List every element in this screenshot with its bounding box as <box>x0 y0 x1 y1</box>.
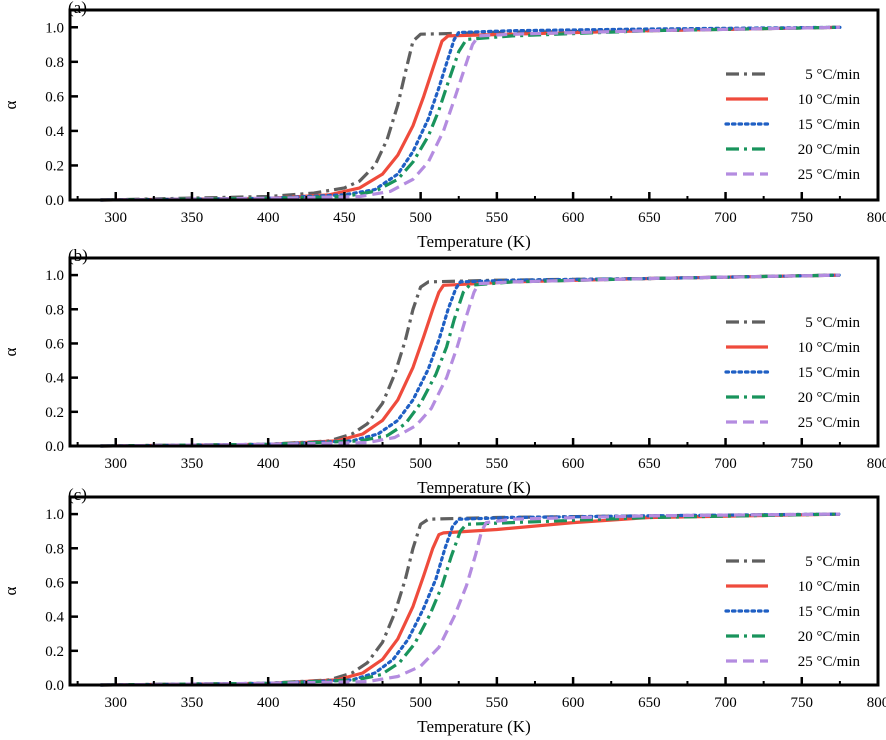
plot-frame <box>68 495 880 687</box>
x-tick-label: 650 <box>638 456 661 472</box>
x-tick-label: 350 <box>181 695 204 711</box>
legend-label: 5 °C/min <box>805 554 860 570</box>
x-tick-label: 400 <box>257 456 280 472</box>
y-axis-label: α <box>1 100 20 109</box>
y-tick-label: 0.4 <box>45 371 64 387</box>
y-tick-label: 0.2 <box>45 405 64 421</box>
legend: 5 °C/min 10 °C/min 15 °C/min 20 °C/min 25 °C… <box>724 315 861 431</box>
y-tick-label: 0.0 <box>45 439 64 455</box>
x-tick-label: 600 <box>562 456 585 472</box>
x-tick-label: 550 <box>486 210 509 226</box>
legend-label: 20 °C/min <box>798 629 861 645</box>
y-tick-label: 0.6 <box>45 336 64 352</box>
x-tick-label: 700 <box>714 456 737 472</box>
y-tick-label: 0.8 <box>45 541 64 557</box>
y-axis-label: α <box>1 347 20 356</box>
series-line <box>100 25 840 202</box>
y-tick-label: 0.2 <box>45 644 64 660</box>
x-tick-label: 450 <box>333 695 356 711</box>
x-tick-label: 450 <box>333 456 356 472</box>
x-tick-label: 400 <box>257 210 280 226</box>
series-line <box>98 273 842 448</box>
legend-label: 10 °C/min <box>798 340 861 356</box>
x-axis-label: Temperature (K) <box>417 232 531 251</box>
series-line <box>100 273 840 448</box>
y-tick-label: 0.8 <box>45 302 64 318</box>
series-line <box>100 512 840 687</box>
x-tick-label: 300 <box>104 456 127 472</box>
x-tick-label: 600 <box>562 210 585 226</box>
y-tick-label: 0.4 <box>45 610 64 626</box>
legend-label: 25 °C/min <box>798 167 861 183</box>
legend-label: 5 °C/min <box>805 315 860 331</box>
legend-label: 5 °C/min <box>805 67 860 83</box>
series-line <box>98 25 842 202</box>
legend-label: 10 °C/min <box>798 579 861 595</box>
legend-label: 15 °C/min <box>798 604 861 620</box>
x-tick-label: 300 <box>104 210 127 226</box>
legend-label: 15 °C/min <box>798 117 861 133</box>
legend-label: 25 °C/min <box>798 415 861 431</box>
series-line <box>100 273 840 448</box>
x-tick-label: 700 <box>714 695 737 711</box>
x-tick-label: 300 <box>104 695 127 711</box>
legend-label: 15 °C/min <box>798 365 861 381</box>
y-tick-label: 0.2 <box>45 158 64 174</box>
series-line <box>100 512 840 687</box>
y-tick-label: 0.8 <box>45 55 64 71</box>
chart-panel: (b) 300 350 400 450 500 550 600 650 700 750 800 0.0 0… <box>1 246 886 497</box>
y-tick-label: 0.6 <box>45 575 64 591</box>
legend: 5 °C/min 10 °C/min 15 °C/min 20 °C/min 25 °C… <box>724 67 861 183</box>
x-tick-label: 450 <box>333 210 356 226</box>
legend-label: 25 °C/min <box>798 654 861 670</box>
x-tick-label: 500 <box>409 456 432 472</box>
x-tick-label: 600 <box>562 695 585 711</box>
y-tick-label: 0.0 <box>45 193 64 209</box>
y-tick-label: 0.6 <box>45 89 64 105</box>
x-tick-label: 400 <box>257 695 280 711</box>
legend-label: 10 °C/min <box>798 92 861 108</box>
series-line <box>100 273 840 448</box>
x-tick-label: 650 <box>638 210 661 226</box>
series-line <box>100 25 840 202</box>
x-axis-label: Temperature (K) <box>417 478 531 497</box>
x-tick-label: 350 <box>181 210 204 226</box>
series-line <box>98 512 842 687</box>
panel-label: (c) <box>68 485 87 504</box>
x-tick-label: 750 <box>791 695 814 711</box>
x-tick-label: 650 <box>638 695 661 711</box>
chart-panel: (c) 300 350 400 450 500 550 600 650 700 750 800 0.0 0… <box>1 485 886 736</box>
legend-label: 20 °C/min <box>798 390 861 406</box>
x-tick-label: 500 <box>409 695 432 711</box>
y-tick-label: 1.0 <box>45 507 64 523</box>
series-line <box>100 273 840 448</box>
y-tick-label: 0.4 <box>45 124 64 140</box>
legend: 5 °C/min 10 °C/min 15 °C/min 20 °C/min 25 °C… <box>724 554 861 670</box>
x-tick-label: 550 <box>486 695 509 711</box>
plot-frame <box>68 256 880 448</box>
x-axis-label: Temperature (K) <box>417 717 531 736</box>
series-line <box>100 512 840 687</box>
x-tick-label: 550 <box>486 456 509 472</box>
chart-panel: (a)300 350 400 450 500 550 600 650 700 750 8000.00… <box>1 0 886 251</box>
y-tick-label: 0.0 <box>45 678 64 694</box>
series-line <box>100 512 840 687</box>
x-tick-label: 800 <box>867 210 886 226</box>
x-tick-label: 500 <box>409 210 432 226</box>
panel-label: (b) <box>68 246 88 265</box>
x-tick-label: 750 <box>791 210 814 226</box>
x-tick-label: 350 <box>181 456 204 472</box>
x-tick-label: 750 <box>791 456 814 472</box>
x-tick-label: 800 <box>867 695 886 711</box>
y-axis-label: α <box>1 586 20 595</box>
y-tick-label: 1.0 <box>45 20 64 36</box>
x-tick-label: 700 <box>714 210 737 226</box>
y-tick-label: 1.0 <box>45 268 64 284</box>
legend-label: 20 °C/min <box>798 142 861 158</box>
plot-frame <box>68 8 880 202</box>
x-tick-label: 800 <box>867 456 886 472</box>
